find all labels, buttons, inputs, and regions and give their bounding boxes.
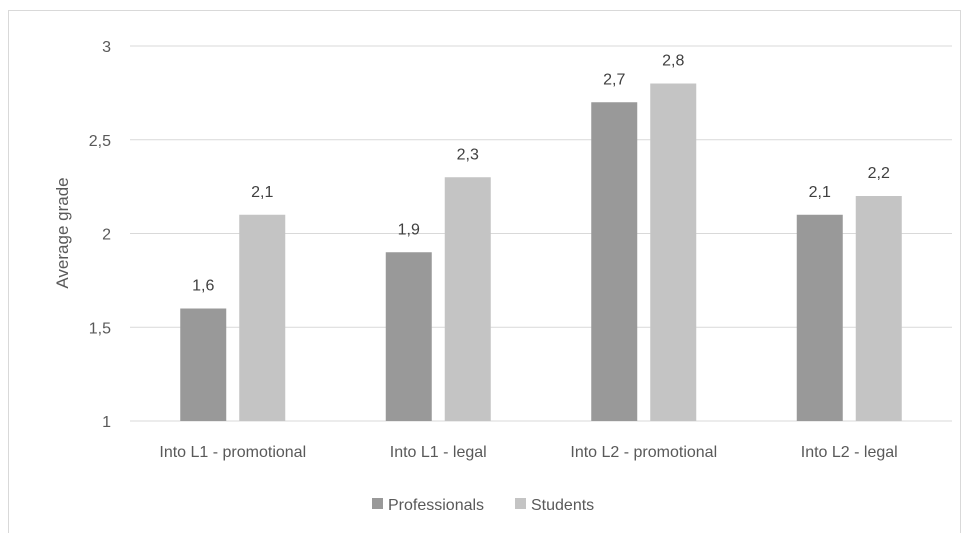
data-labels: 1,6 2,1 1,9 2,3 2,7 2,8 2,1 2,2 (192, 53, 890, 295)
legend-label: Students (531, 497, 594, 514)
y-tick-label: 2,5 (89, 133, 111, 150)
x-tick-label: Into L2 - promotional (570, 444, 717, 461)
y-axis-title: Average grade (53, 177, 72, 288)
y-tick-label: 1,5 (89, 320, 111, 337)
y-axis-ticks: 1 1,5 2 2,5 3 (89, 39, 111, 431)
legend-swatch (372, 498, 383, 509)
data-label: 2,1 (251, 184, 273, 201)
legend: Professionals Students (372, 497, 594, 514)
legend-swatch (515, 498, 526, 509)
bar (650, 83, 697, 421)
x-tick-label: Into L1 - legal (390, 444, 487, 461)
data-label: 2,1 (809, 184, 831, 201)
x-tick-label: Into L2 - legal (801, 444, 898, 461)
x-tick-label: Into L1 - promotional (159, 444, 306, 461)
bar (239, 214, 286, 421)
bar (796, 214, 843, 421)
bar (385, 252, 432, 421)
bar (855, 196, 902, 421)
data-label: 1,6 (192, 278, 214, 295)
y-tick-label: 1 (102, 414, 111, 431)
data-label: 1,9 (398, 221, 420, 238)
data-label: 2,8 (662, 53, 684, 70)
x-axis-ticks: Into L1 - promotional Into L1 - legal Into… (159, 444, 897, 461)
data-label: 2,2 (868, 165, 890, 182)
bar (180, 308, 227, 421)
y-tick-label: 2 (102, 227, 111, 244)
legend-label: Professionals (388, 497, 484, 514)
y-tick-label: 3 (102, 39, 111, 56)
data-label: 2,3 (457, 146, 479, 163)
data-label: 2,7 (603, 71, 625, 88)
bars (180, 83, 902, 421)
bar (591, 102, 638, 421)
bar (444, 177, 491, 421)
